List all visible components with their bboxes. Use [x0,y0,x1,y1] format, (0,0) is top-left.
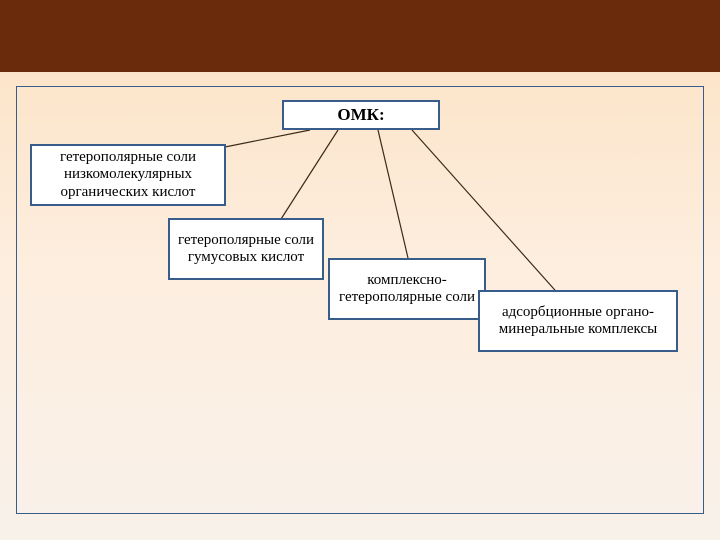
node-root: ОМК: [282,100,440,130]
node-n1-label: гетерополярные соли низкомолекулярных ор… [32,149,224,201]
node-n1: гетерополярные соли низкомолекулярных ор… [30,144,226,206]
node-n3: комплексно-гетерополярные соли [328,258,486,320]
node-n3-label: комплексно-гетерополярные соли [330,272,484,307]
node-n4: адсорбционные органо-минеральные комплек… [478,290,678,352]
slide: ОМК: гетерополярные соли низкомолекулярны… [0,0,720,540]
node-root-label: ОМК: [284,105,438,125]
node-n2: гетерополярные соли гумусовых кислот [168,218,324,280]
node-n4-label: адсорбционные органо-минеральные комплек… [480,304,676,339]
header-band [0,0,720,72]
node-n2-label: гетерополярные соли гумусовых кислот [170,232,322,267]
